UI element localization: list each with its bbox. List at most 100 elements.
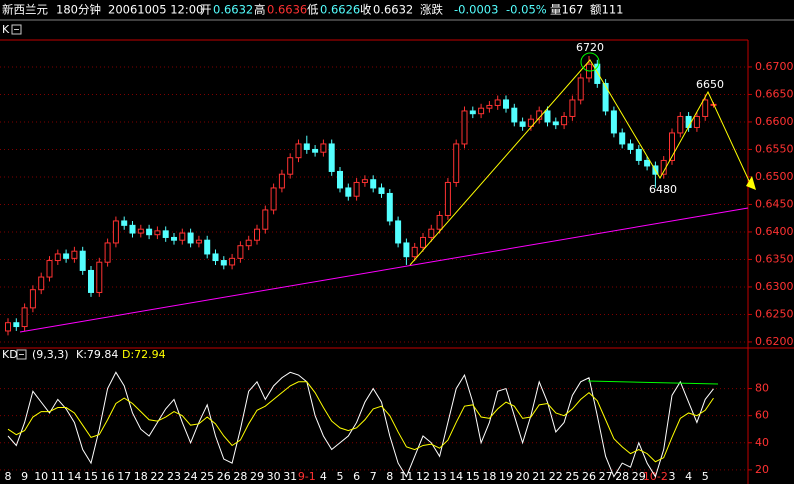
candle-body bbox=[411, 246, 418, 258]
candle-body bbox=[146, 228, 153, 236]
x-tick-label: 31 bbox=[283, 470, 297, 483]
header: 新西兰元 180分钟 20061005 12:00 开 0.6632 高 0.6… bbox=[2, 3, 623, 17]
candle-body bbox=[469, 110, 476, 115]
panel-label: K bbox=[2, 23, 10, 36]
x-tick-label: 11 bbox=[51, 470, 65, 483]
x-tick-label: 13 bbox=[433, 470, 447, 483]
candle-body bbox=[345, 187, 352, 197]
change-pct: -0.05% bbox=[506, 3, 547, 17]
candle-body bbox=[21, 307, 28, 328]
candle-body bbox=[444, 181, 451, 216]
candle-body bbox=[552, 121, 559, 126]
candle-body bbox=[270, 187, 277, 211]
x-tick-label: 9 bbox=[21, 470, 28, 483]
x-tick-label: 21 bbox=[532, 470, 546, 483]
x-tick-label: 8 bbox=[5, 470, 12, 483]
candle-body bbox=[494, 99, 501, 106]
y-tick-label: 0.6550 bbox=[755, 142, 794, 155]
trend-line bbox=[19, 207, 749, 333]
x-tick-label: 8 bbox=[386, 470, 393, 483]
panel-label: KD bbox=[2, 348, 18, 361]
x-tick-label: 14 bbox=[67, 470, 81, 483]
candle-body bbox=[229, 257, 236, 266]
candle-body bbox=[461, 110, 468, 145]
candle-body bbox=[420, 236, 426, 248]
y-tick-label: 0.6250 bbox=[755, 307, 794, 320]
y-tick-label: 0.6500 bbox=[755, 170, 794, 183]
candle-body bbox=[328, 143, 335, 172]
candle-body bbox=[137, 228, 144, 234]
candle-body bbox=[303, 143, 310, 150]
candle-body bbox=[104, 242, 111, 263]
candle-body bbox=[195, 239, 202, 244]
volume: 量167 bbox=[550, 3, 583, 17]
x-tick-label: 30 bbox=[267, 470, 281, 483]
candle-body bbox=[378, 187, 385, 194]
x-tick-label: 22 bbox=[549, 470, 563, 483]
candle-body bbox=[237, 245, 244, 259]
annotation: 6720 bbox=[576, 41, 604, 54]
kd-line bbox=[7, 381, 714, 463]
symbol: 新西兰元 bbox=[2, 3, 48, 17]
x-tick-label: 26 bbox=[582, 470, 596, 483]
y-tick-label: 60 bbox=[755, 409, 769, 422]
close: 0.6632 bbox=[373, 3, 413, 17]
y-tick-label: 0.6300 bbox=[755, 280, 794, 293]
collapse-icon[interactable] bbox=[16, 349, 27, 360]
x-tick-label: 5 bbox=[702, 470, 709, 483]
candle-body bbox=[112, 220, 119, 244]
x-tick-label: 18 bbox=[482, 470, 496, 483]
x-tick-label: 19 bbox=[499, 470, 513, 483]
drawings: 6720 6480 6650 bbox=[19, 41, 756, 385]
x-tick-label: 25 bbox=[200, 470, 214, 483]
candle-body bbox=[478, 107, 485, 115]
candle-body bbox=[635, 148, 642, 161]
candle-body bbox=[503, 99, 509, 109]
y-tick-label: 0.6200 bbox=[755, 335, 794, 348]
open: 0.6632 bbox=[213, 3, 253, 17]
x-tick-label: 29 bbox=[250, 470, 264, 483]
candle-body bbox=[129, 224, 136, 234]
y-tick-label: 0.6700 bbox=[755, 60, 794, 73]
candle-body bbox=[46, 260, 53, 278]
candle-body bbox=[171, 236, 177, 241]
candle-body bbox=[71, 250, 78, 259]
x-tick-label: 25 bbox=[565, 470, 579, 483]
candle-body bbox=[619, 132, 626, 145]
candle-body bbox=[337, 170, 343, 189]
candle-body bbox=[361, 179, 368, 183]
divergence-line bbox=[587, 380, 719, 385]
candle-body bbox=[254, 228, 260, 241]
amount: 额111 bbox=[590, 3, 623, 17]
candle-body bbox=[278, 173, 285, 189]
wave-line bbox=[409, 59, 751, 266]
plot: 0.6200 0.6250 0.6300 0.6350 0.6400 0.6450 0.65… bbox=[0, 55, 794, 483]
high-label: 高 bbox=[254, 3, 266, 17]
candle-body bbox=[287, 157, 294, 175]
candle-body bbox=[13, 322, 20, 328]
candle-body bbox=[262, 209, 269, 230]
candle-body bbox=[610, 110, 617, 134]
x-tick-label: 4 bbox=[320, 470, 327, 483]
kd-params: (9,3,3) bbox=[32, 348, 69, 361]
collapse-icon[interactable] bbox=[11, 24, 22, 35]
candle-body bbox=[162, 230, 169, 238]
peak-circle bbox=[580, 52, 600, 72]
x-tick-label: 14 bbox=[449, 470, 463, 483]
x-tick-label: 28 bbox=[615, 470, 629, 483]
x-tick-label: 3 bbox=[669, 470, 676, 483]
x-tick-label: 6 bbox=[353, 470, 360, 483]
x-tick-label: 5 bbox=[337, 470, 344, 483]
candle-body bbox=[403, 242, 410, 258]
x-tick-label: 10 bbox=[34, 470, 48, 483]
open-label: 开 bbox=[200, 3, 212, 17]
x-tick-label: 17 bbox=[117, 470, 131, 483]
candle-body bbox=[453, 143, 460, 183]
x-tick-label: 26 bbox=[217, 470, 231, 483]
period: 180分钟 bbox=[56, 3, 101, 17]
change: -0.0003 bbox=[454, 3, 498, 17]
x-tick-label: 22 bbox=[150, 470, 164, 483]
candle-body bbox=[179, 232, 186, 241]
candle-body bbox=[527, 118, 534, 127]
candle-body bbox=[187, 232, 194, 244]
